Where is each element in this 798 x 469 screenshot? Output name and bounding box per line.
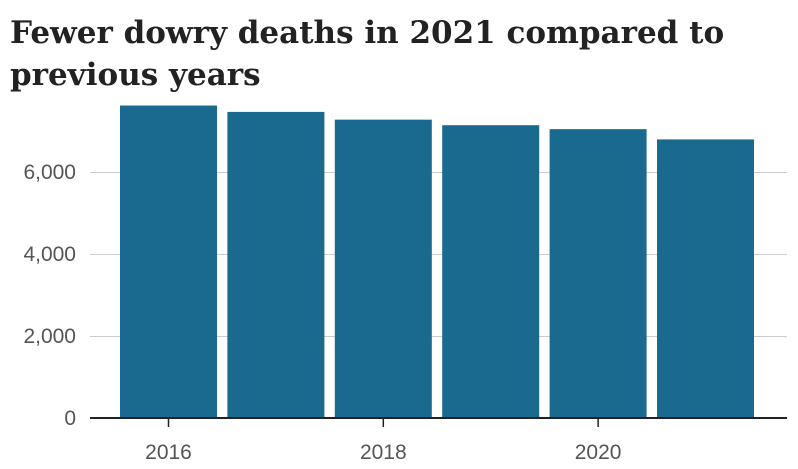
bar-2017 [227, 111, 325, 419]
bar-2018 [334, 119, 432, 418]
bar-2019 [442, 125, 540, 419]
y-axis-ticks: 0 2,000 4,000 6,000 [23, 161, 76, 430]
bars [120, 105, 754, 419]
bar-2020 [549, 129, 647, 418]
y-tick-label: 6,000 [23, 161, 76, 184]
y-tick-label: 2,000 [23, 325, 76, 348]
chart-title: Fewer dowry deaths in 2021 compared to p… [10, 15, 725, 93]
x-tick-label: 2018 [360, 441, 407, 464]
y-tick-label: 0 [64, 407, 76, 430]
bar-2021 [657, 139, 754, 418]
bar-2016 [120, 105, 217, 418]
x-tick-label: 2016 [145, 441, 192, 464]
y-tick-label: 4,000 [23, 243, 76, 266]
x-tick-label: 2020 [575, 441, 622, 464]
x-axis-ticks: 2016 2018 2020 [145, 418, 621, 464]
